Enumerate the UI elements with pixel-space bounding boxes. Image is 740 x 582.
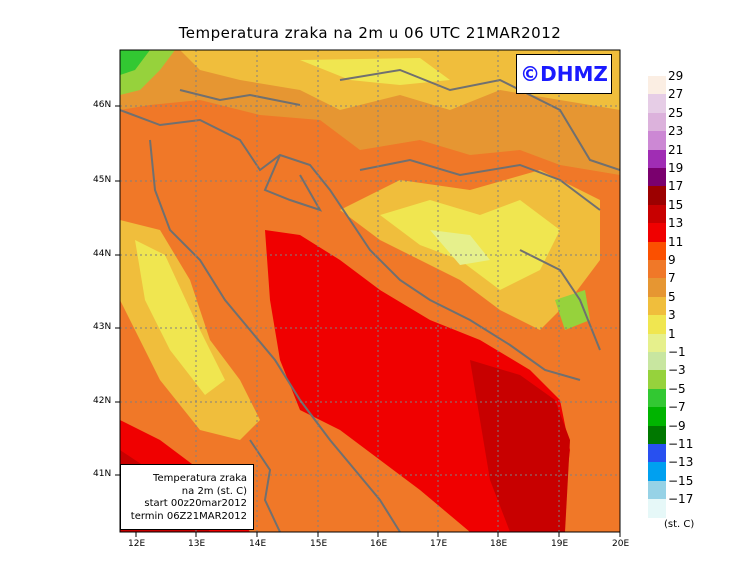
info-line-1: Temperatura zraka bbox=[153, 473, 247, 484]
legend-label: −11 bbox=[668, 437, 694, 451]
legend-swatch bbox=[648, 223, 666, 242]
legend-label: 27 bbox=[668, 87, 684, 102]
lon-label: 16E bbox=[370, 539, 388, 549]
info-box: Temperatura zraka na 2m (st. C) start 00… bbox=[120, 464, 254, 530]
legend-units: (st. C) bbox=[664, 519, 695, 530]
legend-swatch bbox=[648, 370, 666, 389]
lon-label: 17E bbox=[430, 539, 448, 549]
legend-label: 23 bbox=[668, 124, 684, 139]
info-line-4: termin 06Z21MAR2012 bbox=[130, 510, 247, 522]
lon-label: 18E bbox=[490, 539, 508, 549]
legend-swatch bbox=[648, 94, 666, 113]
lon-label: 13E bbox=[188, 539, 206, 549]
lat-label: 46N bbox=[93, 100, 112, 110]
legend-swatch bbox=[648, 241, 666, 260]
legend-label: 9 bbox=[668, 253, 676, 267]
lon-label: 15E bbox=[310, 539, 328, 549]
legend-swatch bbox=[648, 112, 666, 132]
legend-swatch bbox=[648, 407, 666, 426]
lat-label: 44N bbox=[93, 249, 112, 259]
lat-label: 42N bbox=[93, 396, 112, 406]
legend-label: −3 bbox=[668, 363, 686, 378]
legend-swatch bbox=[648, 260, 666, 279]
legend-label: 3 bbox=[668, 308, 676, 323]
legend-swatch bbox=[648, 480, 666, 500]
lon-label: 19E bbox=[551, 539, 569, 549]
info-line-3: start 00z20mar2012 bbox=[144, 498, 247, 509]
legend-swatch bbox=[648, 425, 666, 444]
legend-label: 15 bbox=[668, 197, 684, 212]
legend-label: −5 bbox=[668, 381, 686, 396]
legend-label: 13 bbox=[668, 216, 684, 231]
legend-swatch bbox=[648, 131, 666, 150]
legend-label: −13 bbox=[668, 455, 694, 470]
legend-swatch bbox=[648, 186, 666, 205]
legend-label: −1 bbox=[668, 345, 686, 359]
legend-label: 25 bbox=[668, 105, 684, 120]
lat-label: 45N bbox=[93, 175, 112, 185]
legend-swatch bbox=[648, 388, 666, 408]
legend-swatch bbox=[648, 168, 666, 187]
legend-swatch bbox=[648, 149, 666, 168]
legend-swatch bbox=[648, 444, 666, 463]
legend-label: 21 bbox=[668, 142, 684, 157]
lat-label: 41N bbox=[93, 469, 112, 479]
legend-label: 19 bbox=[668, 161, 684, 175]
legend-label: −7 bbox=[668, 400, 686, 415]
legend-label: 1 bbox=[668, 326, 676, 341]
lon-label: 20E bbox=[612, 539, 630, 549]
legend-swatch bbox=[648, 278, 666, 297]
legend-swatch bbox=[648, 333, 666, 352]
lon-label: 12E bbox=[128, 539, 146, 549]
lat-label: 43N bbox=[93, 322, 112, 332]
legend-swatch bbox=[648, 204, 666, 224]
color-legend: 29 27 25 23 21 19 17 15 13 11 9 7 5 3 1 −1 −3 −5 −7 −9 −11 −1… bbox=[648, 70, 718, 518]
legend-label: 17 bbox=[668, 179, 684, 194]
legend-swatch bbox=[648, 499, 666, 518]
map-title: Temperatura zraka na 2m u 06 UTC 21MAR20… bbox=[178, 24, 562, 42]
temperature-field bbox=[120, 50, 620, 532]
copyright-badge: ©DHMZ bbox=[516, 54, 612, 94]
legend-label: −17 bbox=[668, 492, 694, 507]
legend-swatch bbox=[648, 352, 666, 371]
legend-swatch bbox=[648, 315, 666, 334]
legend-swatch bbox=[648, 462, 666, 481]
legend-swatch bbox=[648, 296, 666, 316]
legend-label: 5 bbox=[668, 289, 676, 304]
legend-label: 7 bbox=[668, 271, 676, 286]
lon-label: 14E bbox=[249, 539, 267, 549]
info-line-2: na 2m (st. C) bbox=[181, 485, 247, 497]
legend-label: 29 bbox=[668, 69, 684, 83]
legend-label: 11 bbox=[668, 234, 684, 249]
legend-swatch bbox=[648, 76, 666, 95]
legend-label: −15 bbox=[668, 473, 694, 488]
legend-label: −9 bbox=[668, 418, 686, 433]
